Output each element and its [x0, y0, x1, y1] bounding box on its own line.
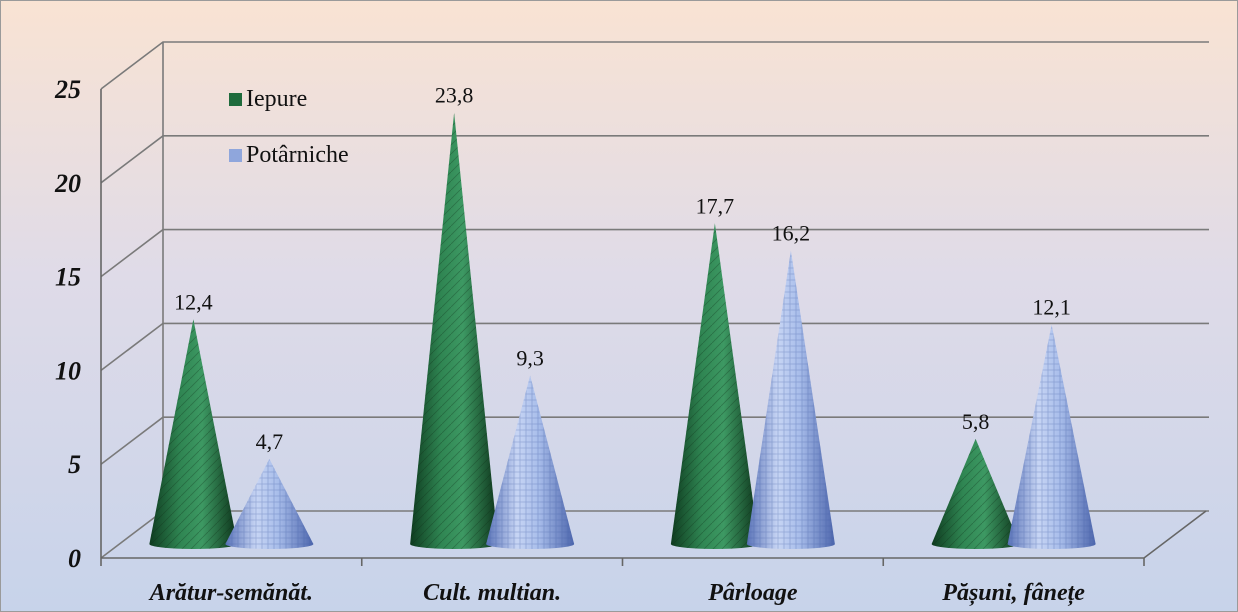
- legend-label-potârniche: Potârniche: [246, 142, 349, 168]
- category-label-3: Pășuni, fânețe: [941, 580, 1085, 606]
- cone-texture-iepure-2: [670, 223, 759, 549]
- cone-texture-potârniche-3: [1007, 324, 1096, 549]
- data-label-iepure-0: 12,4: [174, 289, 213, 314]
- cone-texture-iepure-3: [931, 438, 1020, 549]
- y-tick-label-2: 10: [55, 356, 81, 385]
- legend-label-iepure: Iepure: [246, 86, 307, 112]
- data-label-potârniche-2: 16,2: [772, 220, 811, 245]
- data-label-iepure-3: 5,8: [962, 409, 990, 434]
- legend-swatch-iepure: [229, 93, 242, 106]
- category-label-1: Cult. multian.: [423, 580, 561, 606]
- cone-texture-potârniche-0: [225, 458, 314, 549]
- cone-texture-iepure-1: [410, 112, 499, 549]
- y-tick-label-5: 25: [54, 75, 81, 104]
- cone-texture-iepure-0: [149, 319, 238, 549]
- category-label-0: Arătur-semănăt.: [148, 580, 313, 606]
- data-label-potârniche-0: 4,7: [256, 429, 284, 454]
- gridline-5: [100, 41, 1209, 90]
- data-label-potârniche-3: 12,1: [1032, 295, 1071, 320]
- cone-texture-potârniche-2: [746, 250, 835, 549]
- y-tick-label-0: 0: [68, 544, 81, 573]
- gridline-3: [100, 228, 1209, 278]
- category-label-2: Pârloage: [707, 580, 798, 606]
- data-label-iepure-2: 17,7: [696, 193, 735, 218]
- legend-swatch-potârniche: [229, 149, 242, 162]
- y-tick-label-4: 20: [54, 169, 81, 198]
- y-tick-label-1: 5: [68, 450, 81, 479]
- cone-texture-potârniche-1: [486, 375, 575, 549]
- gridline-2: [100, 322, 1209, 372]
- y-tick-label-3: 15: [55, 263, 81, 292]
- data-label-iepure-1: 23,8: [435, 83, 474, 108]
- data-label-potârniche-1: 9,3: [516, 345, 544, 370]
